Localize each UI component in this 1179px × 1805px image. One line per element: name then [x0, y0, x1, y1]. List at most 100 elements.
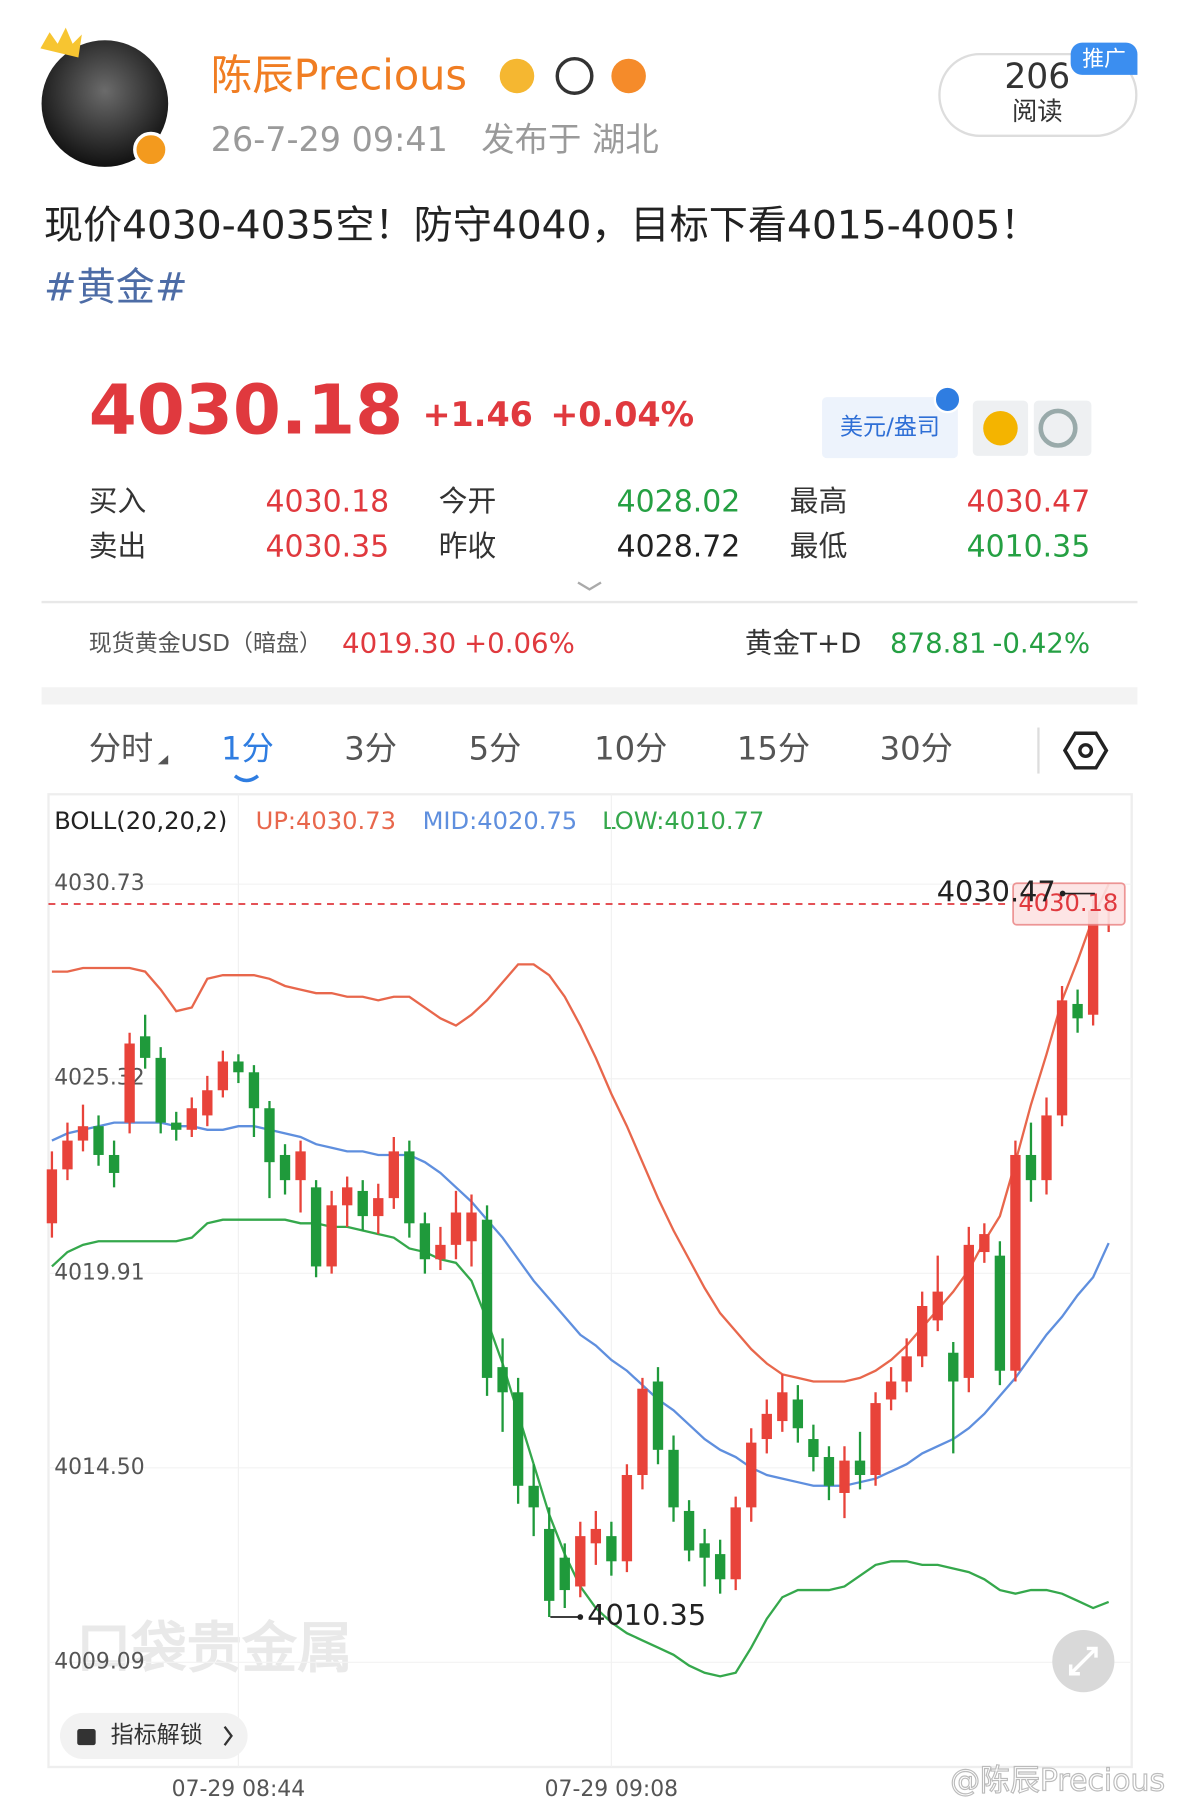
dropdown-mark: [157, 755, 169, 765]
candle-body: [139, 1036, 151, 1058]
tab[interactable]: 15分: [737, 730, 810, 768]
candle-body: [885, 1381, 897, 1400]
candle-body: [621, 1474, 633, 1562]
related-price: 878.81: [890, 627, 987, 660]
badge-icon: [499, 58, 535, 94]
related-name: 黄金T+D: [745, 627, 861, 660]
expand-chevron[interactable]: [577, 581, 602, 591]
chart-settings-dot: [1078, 743, 1094, 759]
post-time: 26-7-29 09:41: [211, 120, 448, 159]
candle-body: [373, 1198, 384, 1217]
unit: 美元/盎司: [840, 415, 940, 441]
price: 4030.18: [89, 370, 404, 450]
candle-body: [699, 1543, 710, 1558]
y-tick-label: 4009.09: [54, 1649, 144, 1674]
unit-box[interactable]: [822, 397, 958, 459]
candle-body: [264, 1108, 275, 1163]
unlock-arrow: [223, 1726, 233, 1746]
last-price-tag: [1012, 882, 1126, 926]
switch-icon: [933, 385, 962, 414]
candle-body: [310, 1187, 322, 1267]
candle-body: [248, 1072, 260, 1109]
candle-body: [357, 1190, 368, 1217]
field-label: 昨收: [439, 529, 497, 563]
field-value: 4030.18: [266, 485, 390, 520]
x-tick-label: 07-29 09:08: [545, 1777, 678, 1802]
candle-body: [186, 1108, 197, 1130]
candle-body: [1087, 910, 1099, 1015]
candle-body: [450, 1212, 462, 1245]
candle-body: [62, 1140, 73, 1170]
candle-body: [901, 1356, 912, 1382]
unlock-label: 指标解锁: [111, 1722, 203, 1748]
candle-body: [761, 1413, 772, 1440]
field-label: 今开: [439, 484, 497, 518]
panda-icon: [555, 56, 594, 95]
tab[interactable]: 5分: [469, 730, 522, 768]
candle-body: [1025, 1154, 1037, 1181]
crown-icon: [40, 27, 82, 58]
candle-body: [202, 1090, 213, 1116]
field-label: 买入: [89, 484, 147, 518]
reads-label: 阅读: [1012, 96, 1063, 126]
related-change: +0.06%: [464, 627, 575, 660]
candle-body: [217, 1061, 229, 1091]
field-label: 最低: [790, 529, 848, 563]
candle-body: [777, 1392, 788, 1422]
tab-indicator: [233, 774, 260, 783]
avatar[interactable]: [41, 40, 169, 167]
candle-body: [746, 1442, 757, 1508]
high-label: 4030.47: [937, 875, 1056, 909]
candle-body: [683, 1510, 695, 1551]
settings-icon: [1038, 408, 1078, 448]
candle-body: [870, 1403, 881, 1475]
field-value: 4030.47: [967, 485, 1091, 520]
candle-body: [559, 1557, 570, 1591]
candle-body: [1056, 1000, 1068, 1116]
candle-body: [839, 1460, 850, 1493]
boll-line: [51, 883, 1110, 1383]
candle-body: [388, 1151, 399, 1199]
tab-active[interactable]: 1分: [221, 730, 274, 768]
y-tick-label: 4030.73: [54, 871, 144, 896]
candle-body: [637, 1388, 648, 1475]
unlock-button[interactable]: [59, 1712, 248, 1759]
tab[interactable]: 30分: [880, 730, 953, 768]
related-price: 4019.30: [342, 627, 456, 660]
post-location: 发布于 湖北: [481, 120, 658, 159]
indicator-name: BOLL(20,20,2): [54, 807, 227, 835]
plot: UP:4030.73 MID:4020.75 LOW:4010.77 4030.73 4…: [46, 794, 1132, 1802]
candle-body: [652, 1381, 664, 1450]
image-watermark: @陈辰Precious: [950, 1763, 1165, 1798]
candle-body: [342, 1187, 353, 1206]
chart-settings[interactable]: [1062, 731, 1109, 770]
tab[interactable]: 3分: [344, 730, 397, 768]
hashtag[interactable]: #黄金#: [44, 266, 188, 311]
tab[interactable]: 10分: [594, 730, 667, 768]
candle-body: [155, 1057, 166, 1123]
candle-body: [590, 1528, 602, 1544]
author-name[interactable]: 陈辰Precious: [211, 51, 467, 99]
tab[interactable]: 分时: [89, 730, 153, 768]
chart-watermark: 口袋贵金属: [76, 1617, 352, 1681]
candle-body: [404, 1151, 415, 1224]
legend-entry: UP:4030.73: [256, 807, 396, 835]
legend-entry: LOW:4010.77: [602, 807, 764, 835]
field-value: 4010.35: [967, 529, 1091, 564]
candle-body: [1041, 1115, 1052, 1181]
candle-body: [124, 1043, 135, 1123]
boll-line: [51, 1218, 1110, 1678]
candle-body: [326, 1205, 337, 1267]
high-dot: [1059, 890, 1066, 897]
candle-body: [994, 1255, 1006, 1371]
candle-body: [606, 1536, 617, 1562]
candle-body: [1072, 1003, 1083, 1019]
candle-body: [512, 1392, 524, 1486]
section-gap: [41, 687, 1138, 705]
low-label: 4010.35: [587, 1598, 706, 1632]
y-tick-label: 4019.91: [54, 1260, 144, 1285]
candle-body: [1010, 1154, 1021, 1371]
candle-body: [730, 1507, 741, 1580]
reads-count: 206: [1004, 57, 1070, 97]
